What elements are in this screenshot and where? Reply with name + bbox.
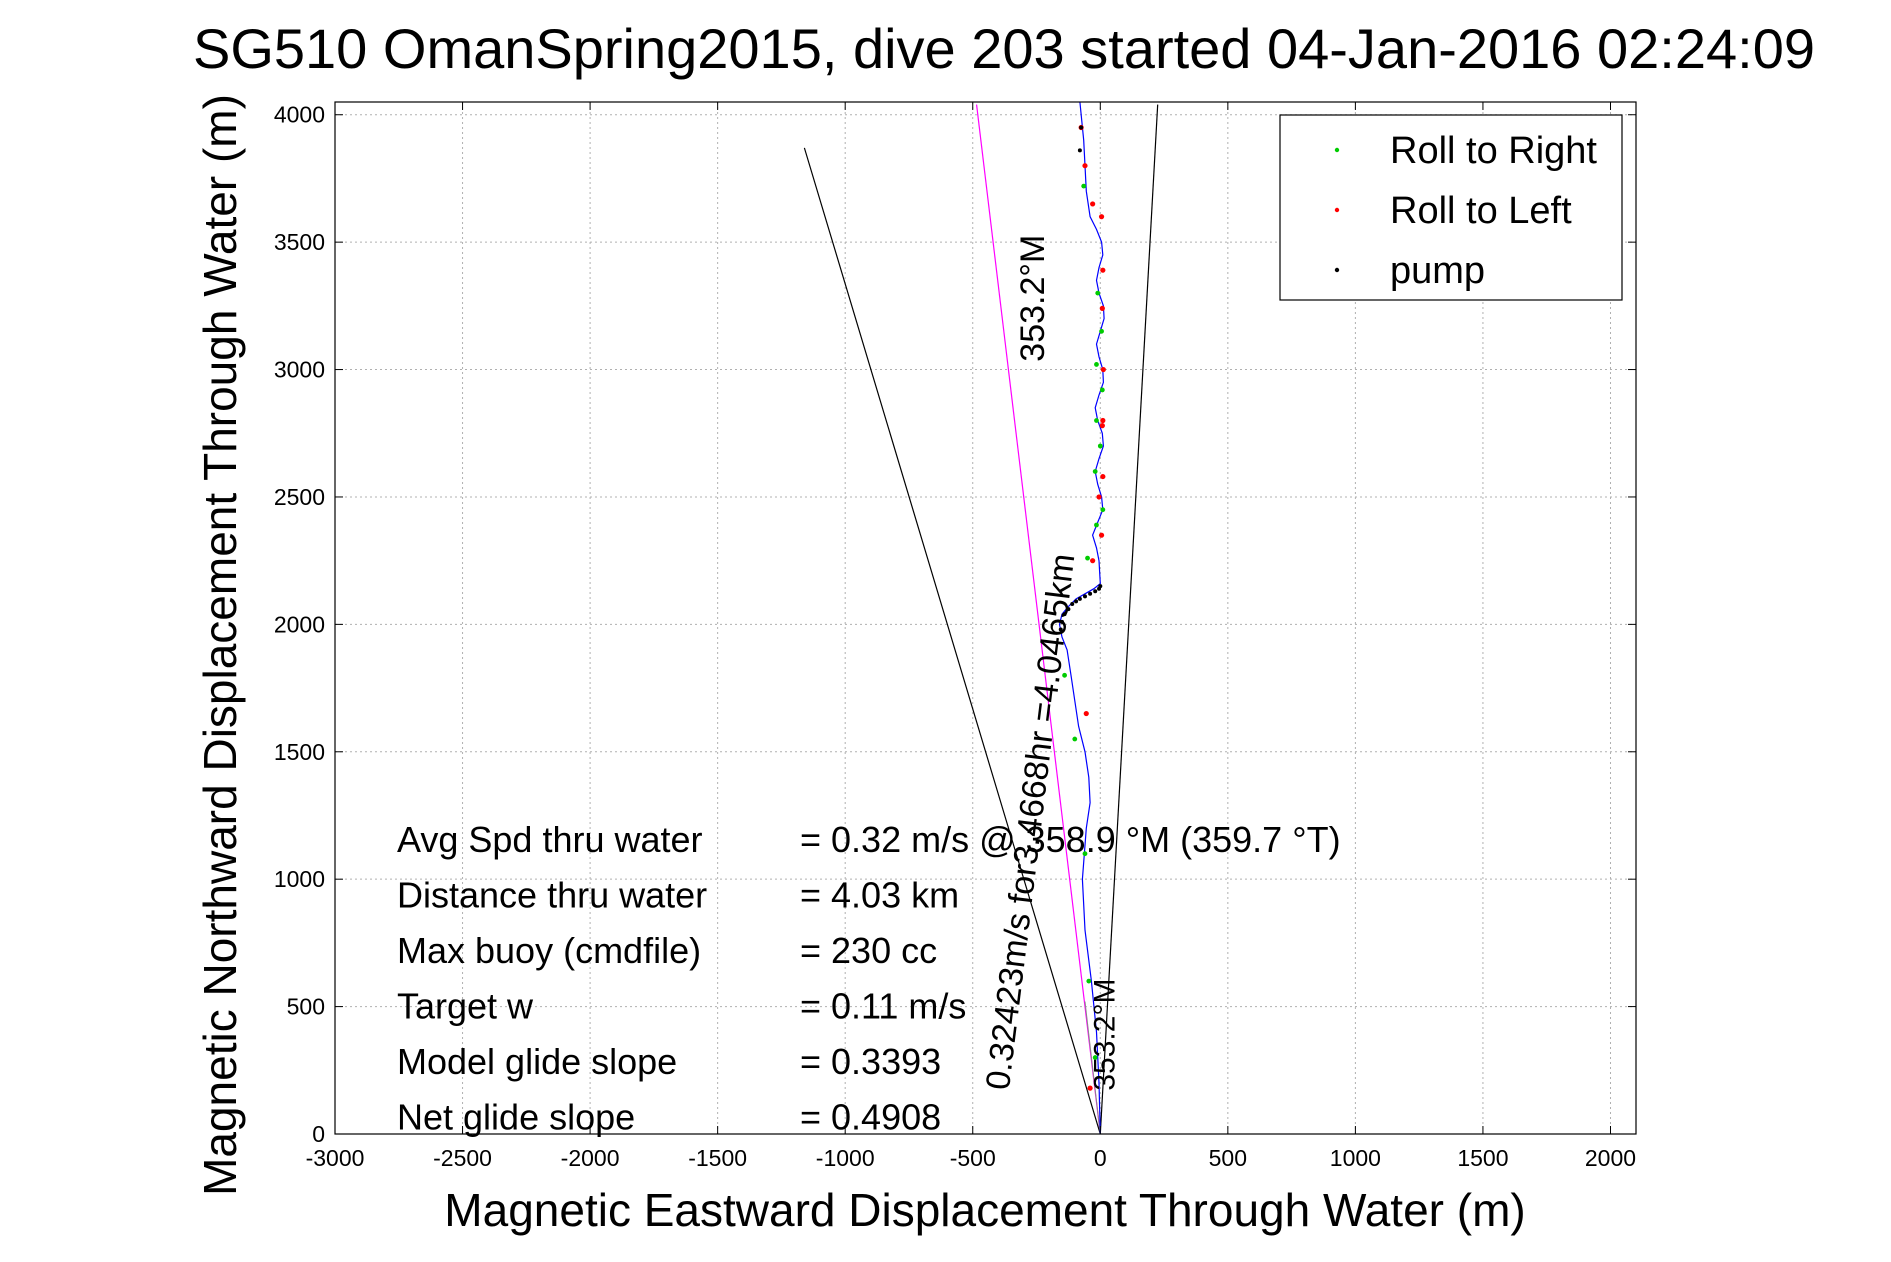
pump-marker <box>1082 594 1087 599</box>
plot-clipped-group <box>803 102 1159 1134</box>
pump-marker <box>1074 599 1079 604</box>
x-tick-label: 2000 <box>1585 1145 1636 1171</box>
y-tick-label: 4000 <box>274 102 325 128</box>
y-tick-label: 1000 <box>274 866 325 892</box>
x-tick-label: 1000 <box>1330 1145 1381 1171</box>
y-tick-label: 500 <box>287 994 325 1020</box>
roll-left-marker <box>1100 417 1106 424</box>
roll-left-marker <box>1096 494 1102 500</box>
heading-line-line <box>975 104 1101 1134</box>
pump-marker <box>1058 627 1063 632</box>
tick-layer: -3000 -2500 -2000 -1500 -1000 -500 0 500 1000 150… <box>274 102 1636 1171</box>
roll-left-marker <box>1083 710 1089 717</box>
roll-left-marker <box>1099 423 1105 429</box>
y-tick-label: 1500 <box>274 739 325 765</box>
roll-right-marker <box>1097 443 1103 449</box>
short-heading-line <box>1084 1001 1101 1134</box>
roll-right-marker <box>1092 1055 1098 1060</box>
pump-marker <box>1070 601 1075 606</box>
plot-frame <box>334 101 1637 1135</box>
legend: Roll to Right Roll to Left pump <box>1279 114 1623 301</box>
stat-label: Model glide slope <box>397 1041 677 1082</box>
pump-marker <box>1093 589 1098 594</box>
x-tick-label: 500 <box>1209 1145 1247 1171</box>
chart-title: SG510 OmanSpring2015, dive 203 started 0… <box>193 17 1815 80</box>
pump-marker <box>1088 591 1093 596</box>
roll-right-marker <box>1081 183 1087 189</box>
x-tick-label: -2000 <box>561 1145 620 1171</box>
roll-right-marker <box>1072 736 1078 742</box>
roll-left-marker <box>1098 214 1105 220</box>
roll-left-marker <box>1090 558 1096 564</box>
legend-marker <box>1334 267 1340 273</box>
roll-right-marker <box>1099 328 1104 334</box>
stat-value: = 0.11 m/s <box>800 986 966 1027</box>
stats-block: Avg Spd thru water = 0.32 m/s @ 358.9 °M … <box>397 819 1341 1138</box>
x-tick-label: 1500 <box>1457 1145 1508 1171</box>
x-tick-label: -1500 <box>688 1145 747 1171</box>
heading-annotation-bottom: 353.2°M <box>1088 979 1121 1091</box>
pump-marker <box>1060 619 1065 624</box>
roll-right-marker <box>1095 290 1101 296</box>
y-tick-label: 3000 <box>274 357 325 383</box>
stat-value: = 0.32 m/s @ 358.9 °M (359.7 °T) <box>800 819 1341 860</box>
y-tick-label: 2500 <box>274 484 325 510</box>
y-tick-label: 3500 <box>274 229 325 255</box>
roll-right-marker <box>1099 387 1105 393</box>
roll-left-marker <box>1099 305 1105 311</box>
stat-value: = 0.3393 <box>800 1041 941 1082</box>
pump-marker <box>1079 125 1084 130</box>
legend-label: pump <box>1390 250 1485 292</box>
roll-left-marker <box>1100 267 1106 273</box>
bound-line-right-line <box>1099 104 1159 1134</box>
track-line <box>1058 102 1105 1134</box>
x-tick-label: 0 <box>1094 1145 1107 1171</box>
stat-value: = 0.4908 <box>800 1097 941 1138</box>
roll-left-marker <box>1100 366 1106 373</box>
roll-right-marker <box>1092 469 1098 474</box>
legend-marker <box>1334 207 1340 213</box>
stat-value: = 4.03 km <box>800 875 959 916</box>
pump-marker <box>1098 584 1103 589</box>
roll-left-marker <box>1087 1085 1093 1091</box>
legend-label: Roll to Left <box>1390 190 1572 232</box>
y-axis-label: Magnetic Northward Displacement Through … <box>194 94 246 1196</box>
roll-right-marker <box>1094 362 1099 367</box>
stat-label: Avg Spd thru water <box>397 819 703 860</box>
stat-label: Max buoy (cmdfile) <box>397 930 701 971</box>
roll-left-marker <box>1082 163 1088 169</box>
x-axis-label: Magnetic Eastward Displacement Through W… <box>444 1184 1525 1236</box>
x-tick-label: -500 <box>950 1145 996 1171</box>
legend-marker <box>1334 147 1340 153</box>
roll-right-marker <box>1082 851 1088 857</box>
legend-entries: Roll to Right Roll to Left pump <box>1334 130 1597 292</box>
stat-label: Target w <box>397 986 534 1027</box>
x-tick-label: -3000 <box>306 1145 365 1171</box>
y-tick-label: 0 <box>312 1121 325 1147</box>
roll-right-marker <box>1085 555 1090 561</box>
plot-layer <box>803 102 1159 1134</box>
x-tick-label: -1000 <box>816 1145 875 1171</box>
stat-label: Net glide slope <box>397 1097 635 1138</box>
roll-right-marker <box>1094 522 1099 528</box>
stat-value: = 230 cc <box>800 930 937 971</box>
legend-label: Roll to Right <box>1390 130 1597 172</box>
stat-label: Distance thru water <box>397 875 707 916</box>
pump-marker <box>1062 612 1067 617</box>
roll-left-marker <box>1090 201 1096 207</box>
bound-line-left-line <box>803 147 1101 1134</box>
x-tick-label: -2500 <box>433 1145 492 1171</box>
roll-right-marker <box>1086 978 1092 984</box>
pump-marker <box>1077 148 1082 153</box>
roll-right-marker <box>1100 507 1106 513</box>
pump-marker <box>1066 607 1071 612</box>
roll-right-marker <box>1094 418 1099 423</box>
pump-marker <box>1077 596 1082 601</box>
y-tick-label: 2000 <box>274 611 325 637</box>
roll-left-marker <box>1100 473 1106 480</box>
roll-left-marker <box>1098 532 1105 538</box>
roll-right-marker <box>1062 672 1067 678</box>
heading-annotation-top: 353.2°M <box>1014 235 1052 362</box>
